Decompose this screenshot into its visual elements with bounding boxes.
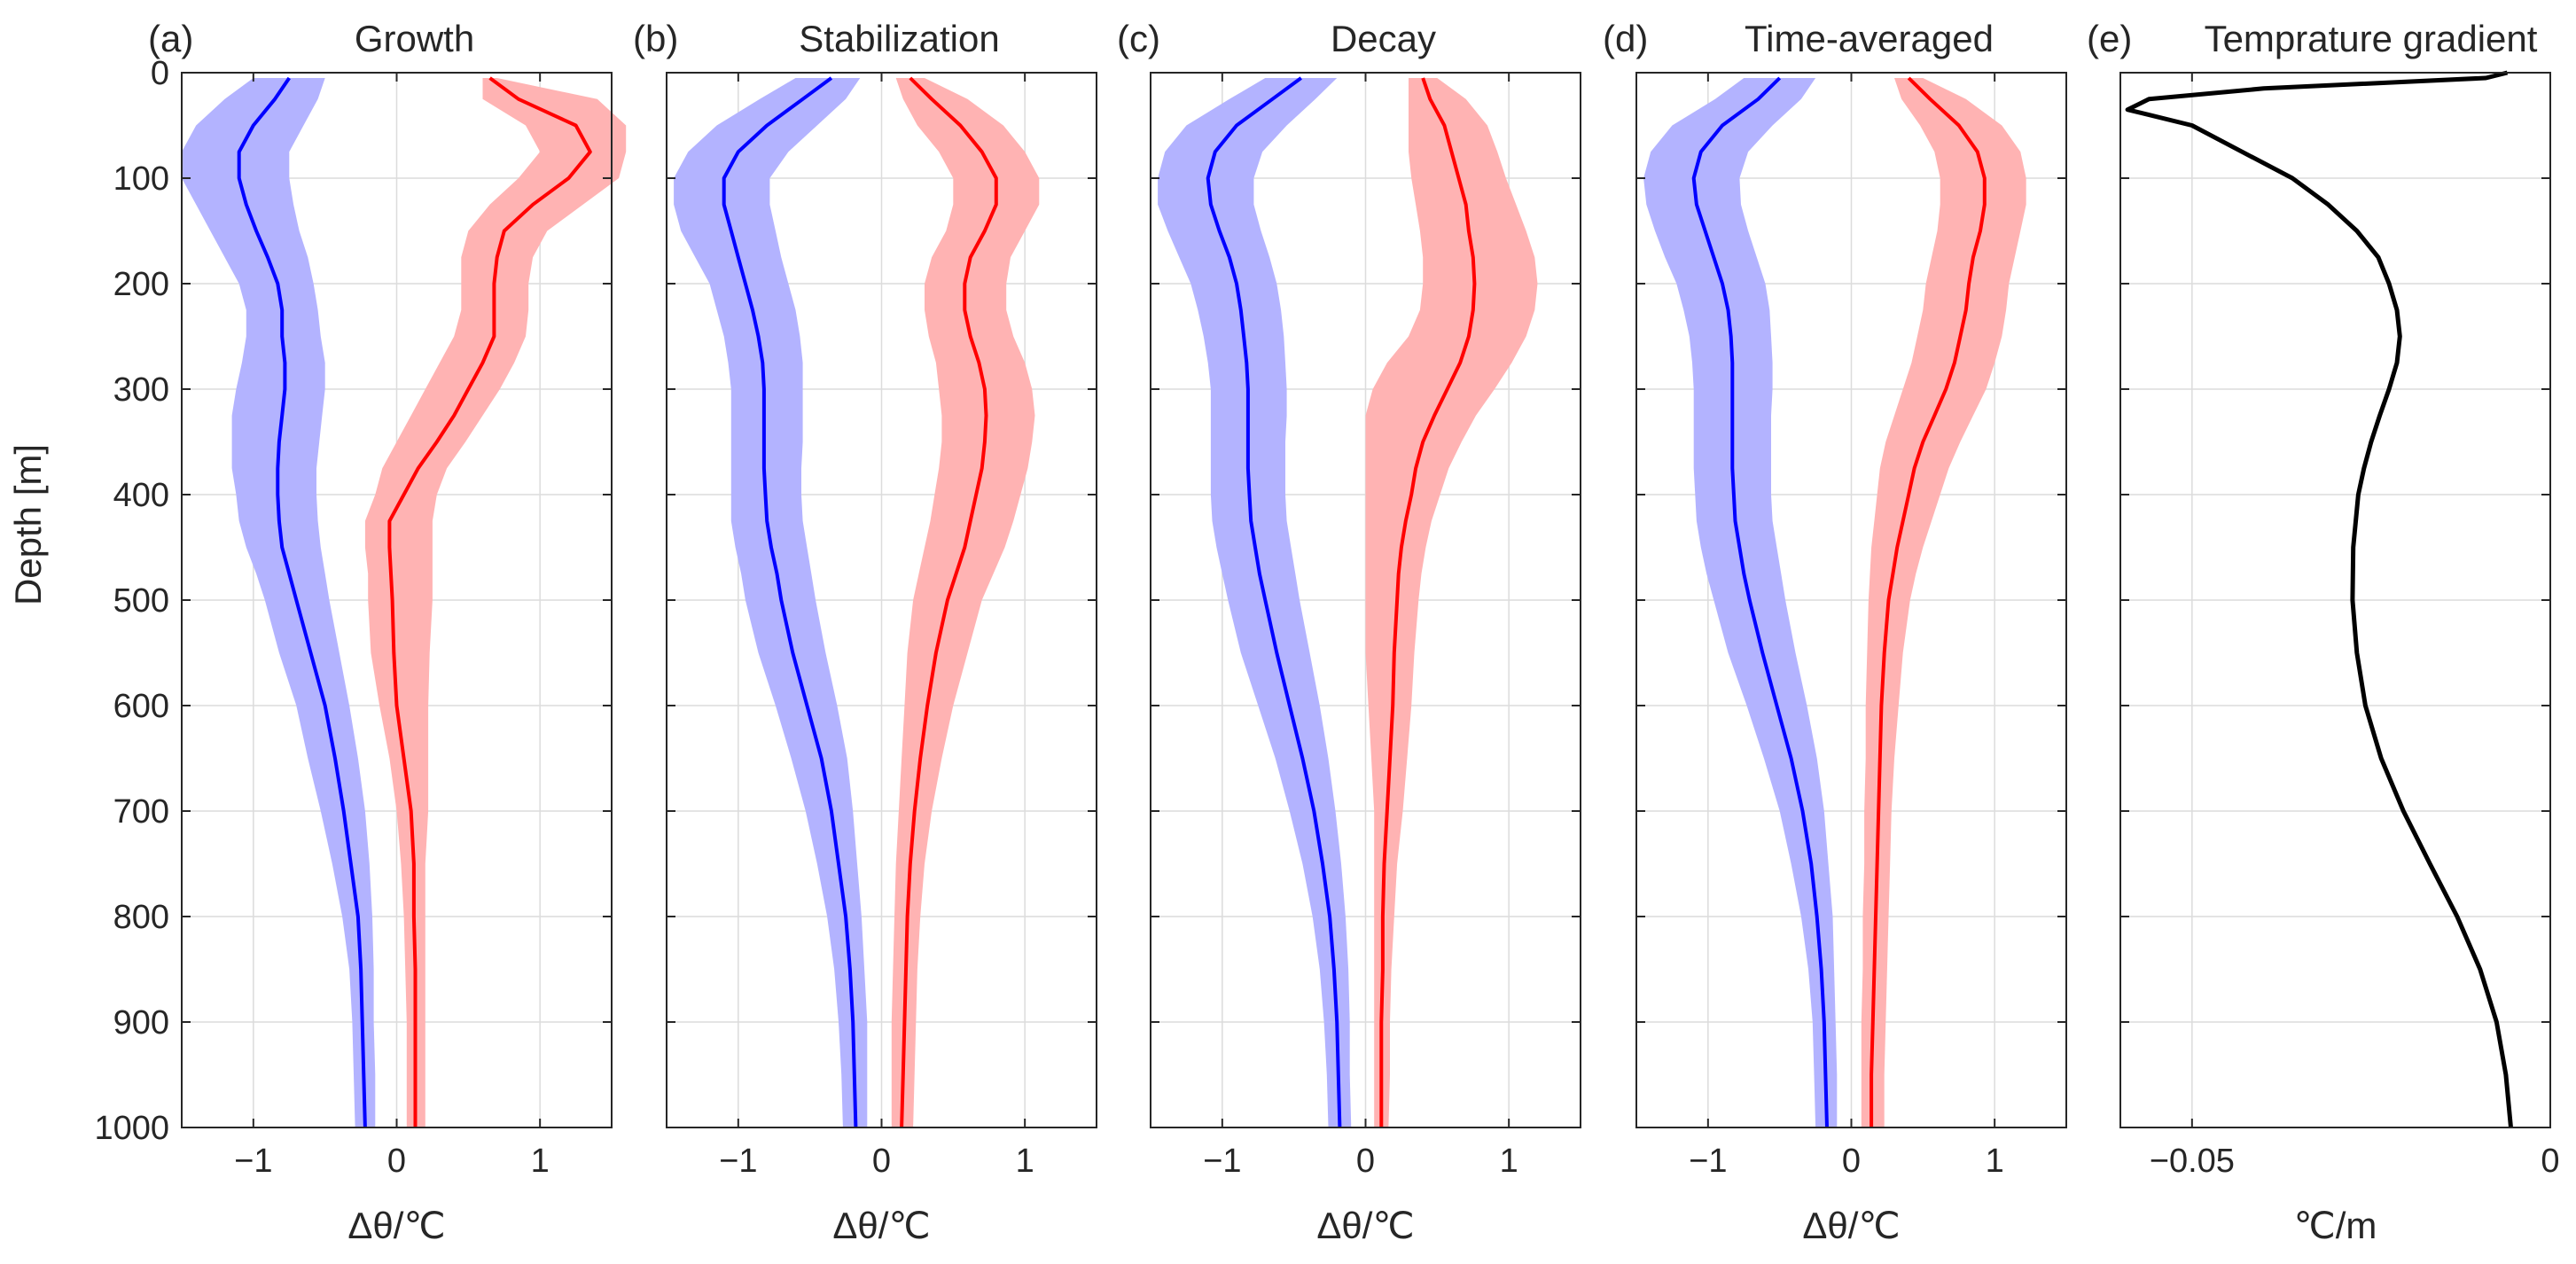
- ytick-label: 900: [113, 1004, 169, 1042]
- line-b-cold-anomaly: [722, 76, 858, 1128]
- panel-letter-b: (b): [633, 18, 678, 59]
- ytick-label: 400: [113, 477, 169, 514]
- ytick-label: 800: [113, 899, 169, 936]
- ytick-label: 300: [113, 371, 169, 409]
- line-d-cold-anomaly: [1691, 76, 1829, 1128]
- x-axis-label-e: ℃/m: [2294, 1205, 2377, 1246]
- panel-letter-e: (e): [2087, 18, 2132, 59]
- xtick-label: 0: [1356, 1143, 1375, 1180]
- panel-d: −1 0 1 Time-averaged (d) Δθ/℃: [1603, 18, 2067, 1246]
- xtick-label: 0: [387, 1143, 406, 1180]
- band-d-warm-anomaly: [1861, 78, 2026, 1127]
- xtick-label: 1: [531, 1143, 550, 1180]
- line-d-warm-anomaly: [1870, 76, 1987, 1127]
- band-b-cold-anomaly: [674, 78, 868, 1127]
- xtick-label: −1: [234, 1143, 272, 1180]
- ytick-label: 700: [113, 793, 169, 831]
- ytick-label: 200: [113, 266, 169, 303]
- panel-title-e: Temprature gradient: [2205, 18, 2538, 59]
- panels: −1 0 101002003004005006007008009001000Grow…: [94, 18, 2559, 1246]
- ytick-label: 0: [151, 55, 169, 92]
- line-b-warm-anomaly: [900, 76, 998, 1128]
- ytick-label: 600: [113, 688, 169, 725]
- panel-b: −1 0 1 Stabilization (b) Δθ/℃: [633, 18, 1097, 1246]
- xtick-label: 1: [1500, 1143, 1518, 1180]
- band-c-cold-anomaly: [1158, 78, 1352, 1127]
- x-axis-label-b: Δθ/℃: [832, 1205, 930, 1246]
- xtick-label: 0: [872, 1143, 891, 1180]
- panel-title-b: Stabilization: [799, 18, 999, 59]
- x-axis-label-d: Δθ/℃: [1802, 1205, 1900, 1246]
- xtick-label: 0: [2541, 1143, 2559, 1180]
- band-a-cold-anomaly: [182, 78, 376, 1127]
- y-axis-label: Depth [m]: [7, 444, 49, 605]
- panel-c: −1 0 1 Decay (c) Δθ/℃: [1117, 18, 1581, 1246]
- band-b-warm-anomaly: [891, 78, 1040, 1127]
- ytick-label: 1000: [94, 1110, 169, 1147]
- xtick-label: 1: [1986, 1143, 2004, 1180]
- line-c-cold-anomaly: [1206, 76, 1342, 1128]
- panel-letter-c: (c): [1117, 18, 1160, 59]
- xtick-label: 1: [1016, 1143, 1034, 1180]
- xtick-label: −1: [1689, 1143, 1727, 1180]
- x-axis-label-a: Δθ/℃: [347, 1205, 445, 1246]
- line-a-cold-anomaly: [237, 76, 367, 1128]
- panel-e: −0.05 0 Temprature gradient (e) ℃/m: [2087, 18, 2560, 1246]
- xtick-label: −0.05: [2150, 1143, 2235, 1180]
- band-c-warm-anomaly: [1365, 78, 1538, 1127]
- band-a-warm-anomaly: [364, 78, 627, 1127]
- x-axis-label-c: Δθ/℃: [1316, 1205, 1414, 1246]
- xtick-label: −1: [1203, 1143, 1241, 1180]
- xtick-label: 0: [1842, 1143, 1861, 1180]
- line-a-warm-anomaly: [387, 76, 592, 1127]
- panel-title-d: Time-averaged: [1745, 18, 1994, 59]
- panel-letter-d: (d): [1603, 18, 1648, 59]
- panel-a: −1 0 1 0 100 200 300 400 500 600 700 800 900 1000 Grow…: [94, 18, 627, 1246]
- panel-title-a: Growth: [355, 18, 474, 59]
- ytick-label: 500: [113, 582, 169, 620]
- band-d-cold-anomaly: [1643, 78, 1838, 1127]
- xtick-label: −1: [719, 1143, 757, 1180]
- ytick-label: 100: [113, 160, 169, 198]
- panel-title-c: Decay: [1331, 18, 1436, 59]
- panel-letter-a: (a): [148, 18, 193, 59]
- line-c-warm-anomaly: [1379, 77, 1477, 1127]
- line-e-temperature-gradient: [2125, 70, 2513, 1128]
